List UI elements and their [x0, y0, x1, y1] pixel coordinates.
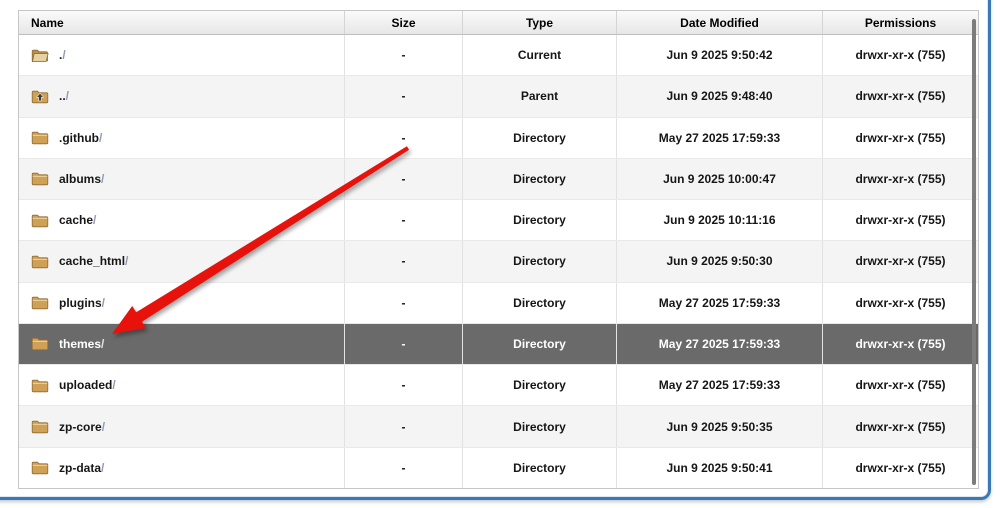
permissions-cell: drwxr-xr-x (755) [855, 254, 946, 269]
table-row[interactable]: cache/ - Directory Jun 9 2025 10:11:16 d… [19, 200, 978, 242]
column-header-name[interactable]: Name [19, 11, 345, 34]
table-row[interactable]: plugins/ - Directory May 27 2025 17:59:3… [19, 282, 978, 324]
date-modified-cell: May 27 2025 17:59:33 [617, 117, 823, 158]
table-row[interactable]: zp-data/ - Directory Jun 9 2025 9:50:41 … [19, 447, 978, 488]
type-cell: Parent [463, 76, 617, 117]
name-cell: albums/ [19, 158, 345, 200]
directory-link[interactable]: ./ [59, 48, 66, 63]
name-cell: cache_html/ [19, 241, 345, 282]
size-cell: - [345, 200, 463, 241]
table-row[interactable]: zp-core/ - Directory Jun 9 2025 9:50:35 … [19, 406, 978, 448]
name-cell: plugins/ [19, 282, 345, 323]
table-body: ./ - Current Jun 9 2025 9:50:42 drwxr-xr… [19, 35, 978, 488]
size-cell: - [345, 117, 463, 158]
directory-link[interactable]: .github/ [59, 130, 103, 145]
date-modified-cell: Jun 9 2025 10:11:16 [617, 200, 823, 241]
size-cell: - [345, 282, 463, 323]
table-row[interactable]: themes/ - Directory May 27 2025 17:59:33… [19, 323, 978, 366]
name-cell: ./ [19, 35, 345, 76]
directory-link[interactable]: ../ [59, 89, 70, 104]
table-row[interactable]: ./ - Current Jun 9 2025 9:50:42 drwxr-xr… [19, 35, 978, 77]
size-cell: - [345, 76, 463, 117]
size-cell: - [345, 323, 463, 365]
permissions-cell: drwxr-xr-x (755) [855, 419, 946, 434]
directory-link[interactable]: cache/ [59, 213, 97, 228]
date-modified-cell: May 27 2025 17:59:33 [617, 282, 823, 323]
name-cell: uploaded/ [19, 365, 345, 406]
folder-parent-icon [31, 89, 49, 104]
folder-icon [31, 171, 49, 186]
permissions-cell: drwxr-xr-x (755) [855, 295, 946, 310]
directory-link[interactable]: uploaded/ [59, 378, 116, 393]
name-cell: .github/ [19, 117, 345, 158]
column-header-date-modified[interactable]: Date Modified [617, 11, 823, 34]
type-cell: Current [463, 35, 617, 76]
permissions-cell: drwxr-xr-x (755) [855, 213, 946, 228]
name-cell: cache/ [19, 200, 345, 241]
date-modified-cell: Jun 9 2025 9:50:41 [617, 447, 823, 488]
table-row[interactable]: cache_html/ - Directory Jun 9 2025 9:50:… [19, 241, 978, 283]
type-cell: Directory [463, 282, 617, 323]
size-cell: - [345, 35, 463, 76]
permissions-cell: drwxr-xr-x (755) [855, 48, 946, 63]
table-row[interactable]: .github/ - Directory May 27 2025 17:59:3… [19, 117, 978, 159]
date-modified-cell: Jun 9 2025 9:48:40 [617, 76, 823, 117]
table-header-row: Name Size Type Date Modified Permissions [19, 11, 978, 35]
permissions-cell: drwxr-xr-x (755) [855, 460, 946, 475]
folder-icon [31, 336, 49, 351]
directory-link[interactable]: zp-core/ [59, 419, 106, 434]
type-cell: Directory [463, 158, 617, 200]
name-cell: zp-core/ [19, 406, 345, 447]
date-modified-cell: Jun 9 2025 9:50:35 [617, 406, 823, 447]
name-cell: themes/ [19, 323, 345, 365]
column-header-size[interactable]: Size [345, 11, 463, 34]
folder-icon [31, 378, 49, 393]
type-cell: Directory [463, 117, 617, 158]
folder-open-icon [31, 48, 49, 63]
vertical-scrollbar[interactable] [972, 19, 976, 485]
folder-icon [31, 419, 49, 434]
date-modified-cell: Jun 9 2025 9:50:42 [617, 35, 823, 76]
folder-icon [31, 295, 49, 310]
size-cell: - [345, 447, 463, 488]
directory-link[interactable]: cache_html/ [59, 254, 129, 269]
size-cell: - [345, 158, 463, 200]
permissions-cell: drwxr-xr-x (755) [855, 336, 946, 351]
table-row[interactable]: ../ - Parent Jun 9 2025 9:48:40 drwxr-xr… [19, 76, 978, 118]
folder-icon [31, 130, 49, 145]
date-modified-cell: May 27 2025 17:59:33 [617, 365, 823, 406]
directory-link[interactable]: plugins/ [59, 295, 106, 310]
directory-link[interactable]: themes/ [59, 336, 105, 351]
permissions-cell: drwxr-xr-x (755) [855, 171, 946, 186]
file-listing-table: Name Size Type Date Modified Permissions… [18, 10, 979, 489]
directory-link[interactable]: zp-data/ [59, 460, 105, 475]
folder-icon [31, 460, 49, 475]
type-cell: Directory [463, 200, 617, 241]
name-cell: zp-data/ [19, 447, 345, 488]
type-cell: Directory [463, 323, 617, 365]
folder-icon [31, 254, 49, 269]
type-cell: Directory [463, 241, 617, 282]
column-header-permissions[interactable]: Permissions [864, 15, 937, 30]
date-modified-cell: May 27 2025 17:59:33 [617, 323, 823, 365]
size-cell: - [345, 241, 463, 282]
type-cell: Directory [463, 447, 617, 488]
type-cell: Directory [463, 406, 617, 447]
permissions-cell: drwxr-xr-x (755) [855, 378, 946, 393]
size-cell: - [345, 365, 463, 406]
date-modified-cell: Jun 9 2025 10:00:47 [617, 158, 823, 200]
type-cell: Directory [463, 365, 617, 406]
permissions-cell: drwxr-xr-x (755) [855, 89, 946, 104]
column-header-type[interactable]: Type [463, 11, 617, 34]
folder-icon [31, 213, 49, 228]
permissions-cell: drwxr-xr-x (755) [855, 130, 946, 145]
name-cell: ../ [19, 76, 345, 117]
table-row[interactable]: albums/ - Directory Jun 9 2025 10:00:47 … [19, 158, 978, 201]
directory-link[interactable]: albums/ [59, 171, 105, 186]
date-modified-cell: Jun 9 2025 9:50:30 [617, 241, 823, 282]
table-row[interactable]: uploaded/ - Directory May 27 2025 17:59:… [19, 365, 978, 407]
size-cell: - [345, 406, 463, 447]
